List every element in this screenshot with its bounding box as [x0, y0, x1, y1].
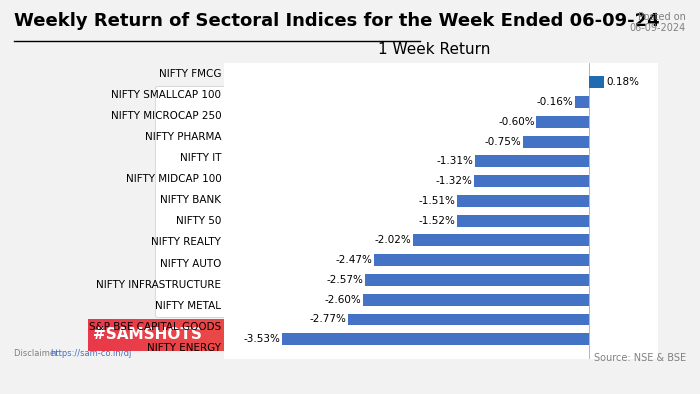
- Text: ×SAMCO: ×SAMCO: [550, 327, 624, 342]
- Bar: [413, 234, 589, 246]
- Bar: [536, 116, 589, 128]
- Text: S&P BSE CAPITAL GOODS: S&P BSE CAPITAL GOODS: [89, 322, 221, 332]
- Text: NIFTY AUTO: NIFTY AUTO: [160, 258, 221, 269]
- Text: NIFTY INFRASTRUCTURE: NIFTY INFRASTRUCTURE: [97, 280, 221, 290]
- Text: -2.57%: -2.57%: [327, 275, 364, 285]
- Text: NIFTY FMCG: NIFTY FMCG: [159, 69, 221, 78]
- Text: NIFTY ENERGY: NIFTY ENERGY: [147, 343, 221, 353]
- Text: https://sam-co.in/dj: https://sam-co.in/dj: [50, 349, 132, 358]
- Bar: [458, 195, 589, 207]
- Text: Source: NSE & BSE: Source: NSE & BSE: [594, 353, 686, 362]
- Bar: [456, 215, 589, 227]
- Text: Posted on
06-09-2024: Posted on 06-09-2024: [630, 12, 686, 33]
- FancyBboxPatch shape: [155, 87, 622, 318]
- Text: -1.31%: -1.31%: [436, 156, 473, 166]
- Bar: [524, 136, 589, 148]
- Text: -2.02%: -2.02%: [374, 236, 412, 245]
- Text: -1.52%: -1.52%: [418, 216, 455, 226]
- Bar: [363, 294, 589, 306]
- Text: NIFTY PHARMA: NIFTY PHARMA: [145, 132, 221, 142]
- Text: NIFTY MICROCAP 250: NIFTY MICROCAP 250: [111, 111, 221, 121]
- Text: #SAMSHOTS: #SAMSHOTS: [93, 327, 202, 342]
- Text: NIFTY REALTY: NIFTY REALTY: [151, 238, 221, 247]
- Text: NIFTY SMALLCAP 100: NIFTY SMALLCAP 100: [111, 90, 221, 100]
- Bar: [475, 156, 589, 167]
- Bar: [374, 254, 589, 266]
- Bar: [589, 76, 604, 88]
- Text: NIFTY IT: NIFTY IT: [180, 153, 221, 163]
- Text: -3.53%: -3.53%: [244, 334, 281, 344]
- Text: NIFTY METAL: NIFTY METAL: [155, 301, 221, 311]
- Text: NIFTY 50: NIFTY 50: [176, 216, 221, 226]
- Text: -0.60%: -0.60%: [498, 117, 535, 127]
- Text: NIFTY MIDCAP 100: NIFTY MIDCAP 100: [125, 174, 221, 184]
- Text: -2.77%: -2.77%: [309, 314, 346, 324]
- Text: 1 Week Return: 1 Week Return: [378, 42, 490, 57]
- Bar: [282, 333, 589, 345]
- Text: NIFTY BANK: NIFTY BANK: [160, 195, 221, 205]
- Text: Disclaimer:: Disclaimer:: [14, 349, 64, 358]
- Bar: [348, 314, 589, 325]
- Bar: [575, 96, 589, 108]
- Text: -2.47%: -2.47%: [335, 255, 372, 265]
- Text: -1.51%: -1.51%: [419, 196, 456, 206]
- Text: -1.32%: -1.32%: [435, 176, 472, 186]
- Text: -0.75%: -0.75%: [485, 137, 522, 147]
- Text: -2.60%: -2.60%: [324, 295, 361, 305]
- Bar: [474, 175, 589, 187]
- Text: Weekly Return of Sectoral Indices for the Week Ended 06-09-24: Weekly Return of Sectoral Indices for th…: [14, 12, 659, 30]
- Text: 0.18%: 0.18%: [606, 77, 639, 87]
- Bar: [365, 274, 589, 286]
- Text: -0.16%: -0.16%: [536, 97, 573, 107]
